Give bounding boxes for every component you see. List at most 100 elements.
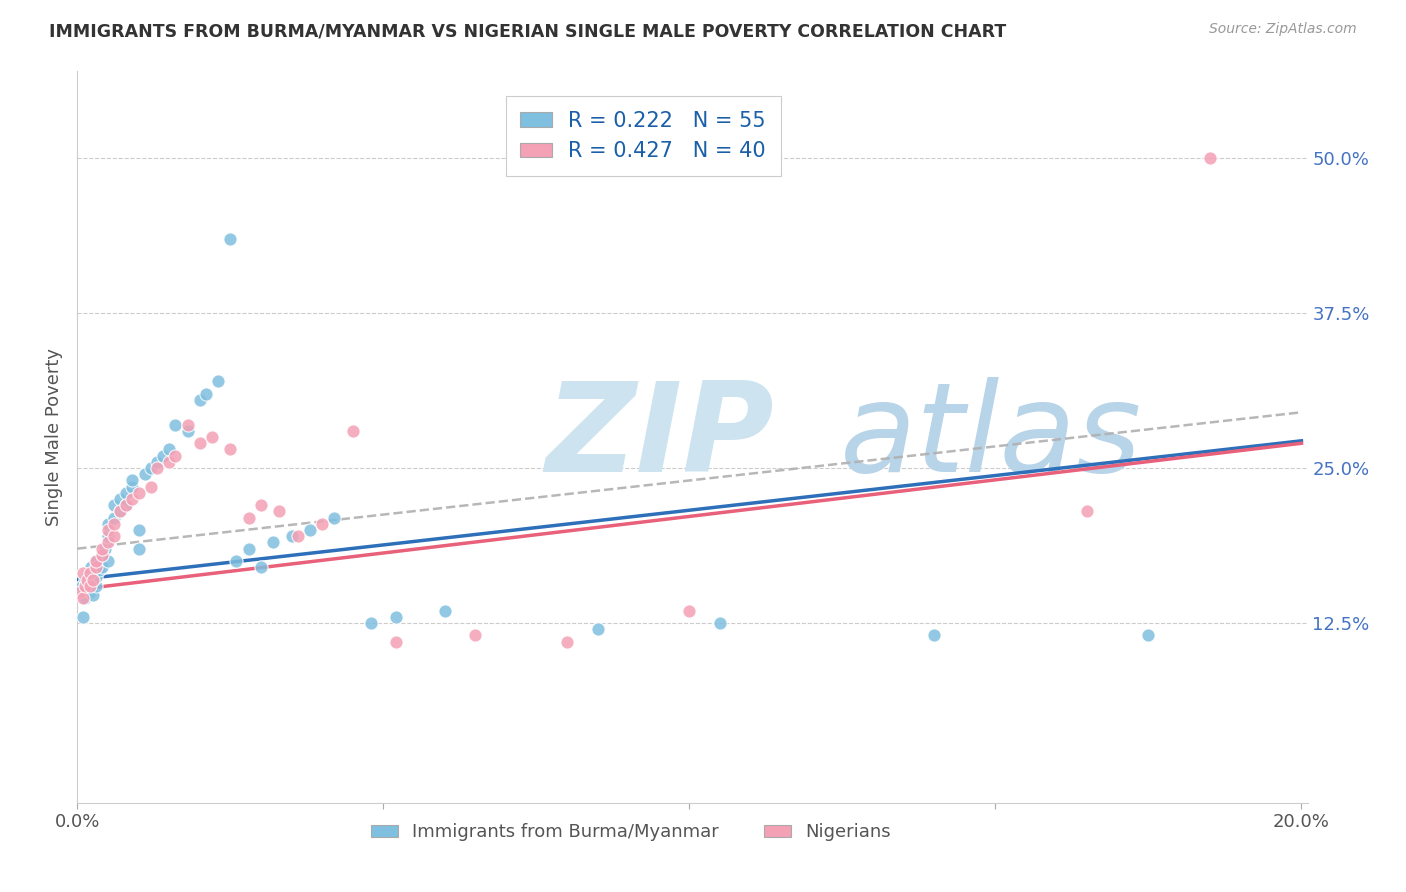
Point — [80, 560, 103, 574]
Point — [269, 504, 291, 518]
Point — [384, 634, 406, 648]
Point — [586, 622, 609, 636]
Point — [207, 374, 229, 388]
Point — [97, 535, 120, 549]
Point — [115, 486, 138, 500]
Y-axis label: Single Male Poverty: Single Male Poverty — [45, 348, 63, 526]
Point — [84, 560, 107, 574]
Point — [188, 392, 211, 407]
Point — [70, 579, 93, 593]
Point — [225, 554, 247, 568]
Point — [311, 516, 333, 531]
Point — [146, 455, 169, 469]
Point — [76, 575, 98, 590]
Point — [176, 417, 198, 432]
Point — [146, 461, 169, 475]
Point — [1198, 151, 1220, 165]
Point — [152, 449, 174, 463]
Point — [90, 560, 112, 574]
Point — [90, 548, 112, 562]
Point — [250, 498, 273, 512]
Point — [280, 529, 302, 543]
Point — [139, 461, 162, 475]
Point — [94, 541, 117, 556]
Point — [121, 491, 143, 506]
Point — [464, 628, 486, 642]
Point — [128, 486, 150, 500]
Point — [72, 588, 94, 602]
Text: atlas: atlas — [841, 376, 1142, 498]
Point — [709, 615, 731, 630]
Point — [134, 467, 156, 482]
Point — [72, 610, 94, 624]
Point — [128, 523, 150, 537]
Point — [157, 455, 180, 469]
Point — [238, 510, 260, 524]
Point — [250, 560, 273, 574]
Point — [84, 554, 107, 568]
Point — [103, 510, 125, 524]
Point — [128, 541, 150, 556]
Point — [360, 615, 382, 630]
Point — [238, 541, 260, 556]
Point — [121, 474, 143, 488]
Point — [90, 548, 112, 562]
Point — [165, 417, 187, 432]
Point — [79, 566, 101, 581]
Point — [79, 585, 101, 599]
Point — [103, 529, 125, 543]
Point — [75, 591, 97, 606]
Point — [176, 424, 198, 438]
Point — [103, 498, 125, 512]
Point — [219, 442, 242, 457]
Point — [79, 579, 101, 593]
Point — [69, 585, 91, 599]
Point — [76, 573, 98, 587]
Point — [188, 436, 211, 450]
Point — [922, 628, 945, 642]
Point — [287, 529, 309, 543]
Point — [73, 573, 96, 587]
Text: IMMIGRANTS FROM BURMA/MYANMAR VS NIGERIAN SINGLE MALE POVERTY CORRELATION CHART: IMMIGRANTS FROM BURMA/MYANMAR VS NIGERIA… — [49, 22, 1007, 40]
Point — [97, 554, 120, 568]
Point — [384, 610, 406, 624]
Point — [219, 232, 242, 246]
Point — [87, 563, 110, 577]
Point — [121, 480, 143, 494]
Point — [90, 541, 112, 556]
Point — [103, 516, 125, 531]
Text: Source: ZipAtlas.com: Source: ZipAtlas.com — [1209, 22, 1357, 37]
Point — [1137, 628, 1160, 642]
Point — [84, 570, 107, 584]
Point — [97, 523, 120, 537]
Point — [108, 491, 131, 506]
Point — [72, 591, 94, 606]
Legend: Immigrants from Burma/Myanmar, Nigerians: Immigrants from Burma/Myanmar, Nigerians — [363, 816, 898, 848]
Point — [108, 504, 131, 518]
Point — [75, 579, 97, 593]
Text: ZIP: ZIP — [546, 376, 773, 498]
Point — [433, 604, 456, 618]
Point — [201, 430, 224, 444]
Point — [115, 498, 138, 512]
Point — [84, 579, 107, 593]
Point — [555, 634, 578, 648]
Point — [323, 510, 346, 524]
Point — [108, 504, 131, 518]
Point — [678, 604, 700, 618]
Point — [79, 566, 101, 581]
Point — [157, 442, 180, 457]
Point — [262, 535, 284, 549]
Point — [165, 449, 187, 463]
Point — [82, 588, 104, 602]
Point — [115, 498, 138, 512]
Point — [194, 386, 217, 401]
Point — [139, 480, 162, 494]
Point — [97, 529, 120, 543]
Point — [72, 566, 94, 581]
Point — [84, 554, 107, 568]
Point — [82, 573, 104, 587]
Point — [1076, 504, 1098, 518]
Point — [97, 516, 120, 531]
Point — [298, 523, 321, 537]
